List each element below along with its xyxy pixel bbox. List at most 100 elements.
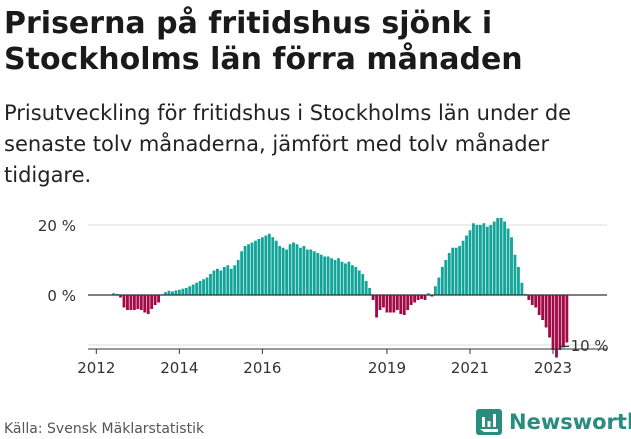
chart-subtitle: Prisutveckling för fritidshus i Stockhol…: [4, 101, 572, 187]
bar: [143, 295, 147, 313]
bar: [544, 295, 548, 328]
bar: [233, 265, 237, 295]
bar: [413, 295, 417, 303]
bar: [482, 223, 486, 295]
bar: [146, 295, 150, 314]
bar: [375, 295, 378, 318]
bar: [368, 288, 372, 295]
bar: [264, 235, 268, 295]
bar: [517, 267, 520, 295]
x-tick-label: 2021: [451, 359, 489, 377]
bar: [112, 293, 116, 295]
bar: [499, 218, 503, 295]
bar: [350, 265, 354, 295]
bar: [209, 274, 212, 295]
bar: [537, 295, 541, 315]
axes: [88, 294, 607, 354]
bar: [465, 235, 468, 295]
bar: [139, 295, 143, 310]
bar: [319, 254, 323, 295]
bar: [257, 239, 261, 295]
bar: [250, 242, 254, 295]
bar: [489, 225, 493, 295]
bar: [561, 295, 565, 348]
bar: [122, 295, 126, 308]
bar: [558, 295, 562, 350]
bar: [174, 290, 178, 295]
bar: [188, 286, 192, 295]
bar: [126, 295, 129, 310]
bar: [371, 295, 375, 300]
bar: [565, 295, 569, 343]
y-tick-label: 20 %: [38, 217, 76, 235]
bar: [326, 256, 330, 295]
bar: [184, 288, 188, 295]
bar: [243, 246, 247, 295]
bar: [316, 253, 320, 295]
brand-name: Newsworthy: [509, 410, 631, 434]
bar: [354, 267, 358, 295]
bar: [278, 246, 282, 295]
bar: [129, 295, 133, 310]
bar: [195, 282, 199, 295]
bar: [427, 293, 430, 295]
bar: [451, 247, 455, 295]
bar: [416, 295, 420, 300]
bar: [330, 258, 334, 295]
bar: [454, 247, 458, 295]
bar: [198, 281, 202, 295]
bar: [409, 295, 413, 305]
bar: [215, 268, 219, 295]
bar: [402, 295, 406, 315]
bar: [388, 295, 392, 313]
bar: [496, 218, 500, 295]
bar: [392, 295, 396, 313]
x-tick-label: 2012: [77, 359, 115, 377]
gridlines: [88, 224, 607, 346]
x-tick-label: 2023: [534, 359, 572, 377]
bar: [181, 288, 185, 295]
bar: [472, 223, 475, 295]
bar: [274, 240, 278, 295]
chart-title: Priserna på fritidshus sjönk i Stockholm…: [4, 6, 523, 77]
bar: [440, 267, 444, 295]
bar: [385, 295, 389, 313]
bar: [364, 281, 368, 295]
bar: [430, 295, 434, 297]
bar: [229, 268, 233, 295]
bar: [254, 240, 257, 295]
bar: [520, 282, 524, 295]
bar: [247, 244, 250, 295]
newsworthy-logo[interactable]: Newsworthy: [475, 407, 631, 437]
bar: [157, 295, 161, 303]
bar: [333, 260, 337, 295]
bar: [534, 295, 538, 308]
bar: [344, 263, 347, 295]
bar: [530, 295, 534, 305]
bar: [202, 279, 205, 295]
x-tick-label: 2019: [368, 359, 406, 377]
bar: [382, 295, 385, 308]
bar: [164, 292, 167, 295]
y-tick-label: −10 %: [558, 337, 609, 355]
bar: [337, 258, 340, 295]
bar: [305, 249, 309, 295]
bar: [212, 270, 216, 295]
bar: [444, 260, 448, 295]
bar: [119, 295, 122, 298]
bar: [222, 267, 226, 295]
bar: [292, 242, 295, 295]
bar: [340, 261, 344, 295]
bar: [312, 251, 316, 295]
bar: [541, 295, 545, 320]
bar: [295, 244, 299, 295]
x-tick-label: 2016: [243, 359, 281, 377]
bar: [171, 291, 174, 295]
bar: [219, 270, 223, 295]
bar: [433, 286, 437, 295]
bar-chart: 20 % 0 % −10 % 2012 2014 2016 2019 2021 2023: [38, 217, 609, 377]
bar: [153, 295, 157, 305]
bar: [555, 295, 558, 358]
bar: [167, 290, 171, 295]
bar: [395, 295, 399, 310]
